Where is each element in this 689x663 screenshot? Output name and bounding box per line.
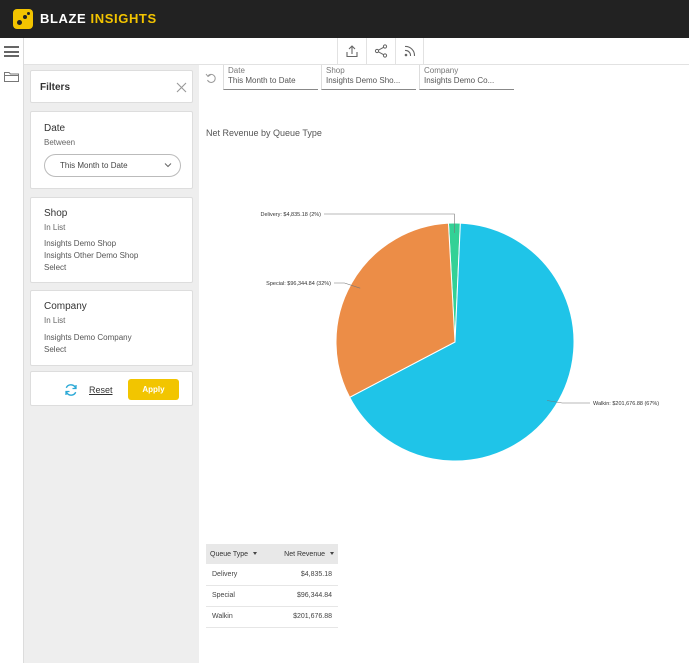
pie-leader-line — [546, 400, 590, 404]
pie-leader-line — [334, 282, 361, 289]
date-filter-label: Date — [44, 123, 66, 134]
brand-name-part1: BLAZE — [40, 11, 91, 26]
filters-title: Filters — [40, 82, 71, 93]
top-bar: BLAZE INSIGHTS — [0, 0, 689, 38]
left-rail — [0, 38, 24, 663]
table-row: Delivery $4,835.18 — [206, 564, 338, 586]
table-cell-queue-type: Walkin — [206, 606, 271, 628]
filter-chip-value: Insights Demo Sho... — [326, 76, 401, 85]
company-filter-card[interactable]: Company In List Insights Demo Company Se… — [30, 290, 193, 366]
table-cell-net-revenue: $201,676.88 — [270, 606, 338, 628]
filter-chip-shop[interactable]: Shop Insights Demo Sho... — [321, 65, 416, 90]
export-icon — [346, 45, 358, 58]
date-filter-card[interactable]: Date Between This Month to Date — [30, 111, 193, 189]
company-filter-label: Company — [44, 301, 87, 312]
blaze-logo-icon — [13, 9, 33, 29]
company-filter-operator: In List — [44, 316, 66, 325]
shop-filter-operator: In List — [44, 223, 66, 232]
table-cell-net-revenue: $96,344.84 — [270, 585, 338, 607]
refresh-icon[interactable] — [64, 383, 78, 397]
date-range-value: This Month to Date — [60, 161, 128, 170]
export-button[interactable] — [337, 38, 366, 65]
filter-chip-date[interactable]: Date This Month to Date — [223, 65, 318, 90]
pie-slice-walkin[interactable] — [348, 222, 575, 462]
filter-chip-key: Date — [228, 66, 245, 75]
shop-filter-card[interactable]: Shop In List Insights Demo Shop Insights… — [30, 197, 193, 283]
column-header-queue-type[interactable]: Queue Type — [206, 544, 271, 564]
company-filter-value: Insights Demo Company — [44, 333, 132, 342]
table-row: Walkin $201,676.88 — [206, 606, 338, 628]
table-header-row: Queue Type Net Revenue — [206, 544, 338, 564]
brand-name: BLAZE INSIGHTS — [40, 11, 157, 26]
folder-icon[interactable] — [4, 71, 19, 82]
column-header-label: Net Revenue — [284, 550, 325, 558]
pie-label-delivery: Delivery: $4,835.18 (2%) — [260, 212, 321, 218]
reset-link[interactable]: Reset — [89, 385, 113, 395]
filter-chip-company[interactable]: Company Insights Demo Co... — [419, 65, 514, 90]
filter-chip-value: This Month to Date — [228, 76, 296, 85]
shop-filter-label: Shop — [44, 208, 68, 219]
revenue-table: Queue Type Net Revenue Delivery $4,835.1… — [206, 544, 338, 628]
pie-label-walkin: Walkin: $201,676.88 (67%) — [593, 401, 659, 407]
share-button[interactable] — [366, 38, 395, 65]
share-icon — [374, 44, 388, 58]
date-filter-operator: Between — [44, 138, 76, 147]
close-icon[interactable] — [175, 81, 188, 94]
filter-chip-key: Shop — [326, 66, 345, 75]
filter-panel: Filters Date Between This Month to Date … — [24, 65, 199, 663]
shop-filter-value: Insights Demo Shop — [44, 239, 117, 248]
shop-select-link[interactable]: Select — [44, 263, 67, 272]
filter-actions: Reset Apply — [30, 371, 193, 406]
table-cell-net-revenue: $4,835.18 — [270, 564, 338, 586]
pie-chart: Delivery: $4,835.18 (2%) Walkin: $201,676… — [260, 212, 659, 462]
company-select-link[interactable]: Select — [44, 345, 67, 354]
table-row: Special $96,344.84 — [206, 585, 338, 607]
table-cell-queue-type: Special — [206, 585, 271, 607]
sort-caret-icon — [253, 552, 258, 556]
column-header-label: Queue Type — [210, 550, 249, 558]
toolbar — [24, 38, 689, 65]
sort-caret-icon — [330, 552, 334, 556]
column-header-net-revenue[interactable]: Net Revenue — [270, 544, 338, 564]
feed-icon — [404, 45, 416, 57]
pie-label-special: Special: $96,344.84 (32%) — [266, 281, 331, 287]
pie-slice-special[interactable] — [335, 222, 456, 398]
apply-button[interactable]: Apply — [128, 379, 179, 400]
filter-chip-key: Company — [424, 66, 459, 75]
filters-header: Filters — [30, 70, 193, 103]
chevron-down-icon — [164, 163, 172, 168]
table-cell-queue-type: Delivery — [206, 564, 271, 586]
undo-icon[interactable] — [205, 72, 217, 84]
date-range-select[interactable]: This Month to Date — [44, 154, 181, 177]
active-filter-chips: Date This Month to Date Shop Insights De… — [199, 65, 689, 90]
brand-name-part2: INSIGHTS — [90, 11, 157, 26]
filter-chip-value: Insights Demo Co... — [424, 76, 495, 85]
menu-icon[interactable] — [4, 46, 19, 57]
feed-button[interactable] — [395, 38, 424, 65]
chart-title: Net Revenue by Queue Type — [206, 128, 322, 138]
pie-leader-line — [324, 213, 455, 234]
shop-filter-value: Insights Other Demo Shop — [44, 251, 139, 260]
